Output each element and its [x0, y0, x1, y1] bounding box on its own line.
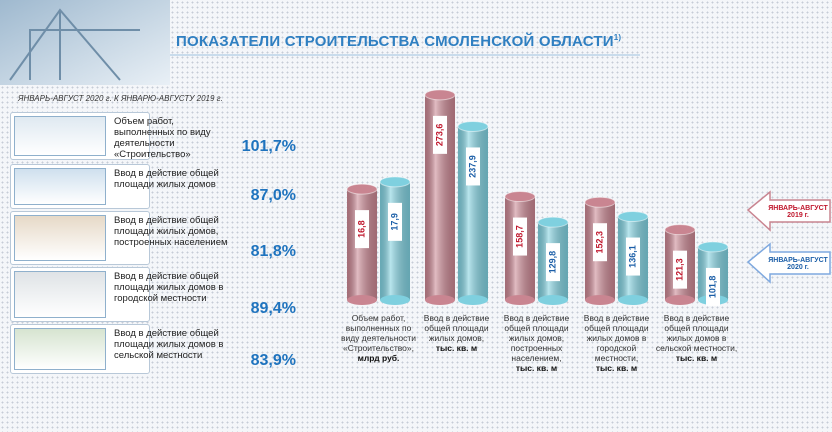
indicator-label: Ввод в действие общей площади жилых домо… — [114, 328, 224, 361]
value-label-box — [626, 237, 640, 276]
bar-top — [457, 120, 489, 132]
bar-bottom — [347, 295, 377, 305]
indicator-row: Ввод в действие общей площади жилых домо… — [10, 164, 300, 209]
category-label: Объем работ, выполненных по виду деятель… — [338, 313, 420, 363]
value-label: 273,6 — [434, 124, 444, 147]
legend-label: ЯНВАРЬ-АВГУСТ 2019 г. — [768, 205, 828, 219]
category-label: Ввод в действие общей площади жилых домо… — [416, 313, 498, 353]
value-label-box — [355, 210, 369, 249]
indicator-value: 83,9% — [250, 352, 296, 369]
indicator-label: Ввод в действие общей площади жилых домо… — [114, 215, 228, 248]
value-label-box — [706, 267, 720, 306]
bar-top — [617, 211, 649, 223]
value-label: 136,1 — [627, 245, 637, 268]
value-label: 101,8 — [707, 276, 717, 299]
value-label-box — [466, 147, 480, 186]
value-label: 16,8 — [356, 220, 366, 238]
category-text: Ввод в действие общей площади жилых домо… — [583, 313, 650, 363]
value-label-box — [546, 243, 560, 282]
bar-bottom — [665, 295, 695, 305]
bar-top — [504, 191, 536, 203]
indicator-image — [14, 271, 106, 318]
category-unit: тыс. кв. м — [675, 353, 718, 363]
value-label-box — [593, 223, 607, 262]
indicator-value: 101,7% — [241, 138, 296, 155]
category-unit: тыс. кв. м — [515, 363, 558, 373]
category-text: Ввод в действие общей площади жилых домо… — [503, 313, 570, 363]
bar-bottom — [380, 295, 410, 305]
bar-bottom — [585, 295, 615, 305]
category-text: Ввод в действие общей площади жилых домо… — [655, 313, 738, 353]
bar-bottom — [618, 295, 648, 305]
value-label: 237,9 — [467, 155, 477, 178]
bar-top — [346, 183, 378, 195]
indicator-value: 81,8% — [250, 243, 296, 260]
header-image — [0, 0, 170, 85]
bar-top — [584, 196, 616, 208]
category-unit: млрд руб. — [357, 353, 400, 363]
bar-bottom — [538, 295, 568, 305]
value-label: 158,7 — [514, 225, 524, 248]
value-label: 17,9 — [389, 213, 399, 231]
bar-bottom — [425, 295, 455, 305]
category-text: Объем работ, выполненных по виду деятель… — [340, 313, 417, 353]
bar-top — [697, 241, 729, 253]
value-label-box — [433, 115, 447, 154]
bar-top — [379, 176, 411, 188]
indicator-image — [14, 328, 106, 370]
indicator-image — [14, 168, 106, 205]
indicator-image — [14, 116, 106, 156]
value-label-box — [513, 217, 527, 256]
subtitle: ЯНВАРЬ-АВГУСТ 2020 г. К ЯНВАРЮ-АВГУСТУ 2… — [18, 94, 223, 103]
category-text: Ввод в действие общей площади жилых домо… — [423, 313, 490, 343]
value-label: 129,8 — [547, 251, 557, 274]
legend-arrow — [746, 242, 831, 284]
indicator-value: 87,0% — [250, 187, 296, 204]
indicator-image — [14, 215, 106, 261]
legend-arrow — [746, 190, 831, 232]
category-label: Ввод в действие общей площади жилых домо… — [656, 313, 738, 363]
value-label-box — [388, 202, 402, 241]
indicator-row: Ввод в действие общей площади жилых домо… — [10, 324, 300, 374]
indicator-label: Ввод в действие общей площади жилых домо… — [114, 271, 224, 304]
category-unit: тыс. кв. м — [595, 363, 638, 373]
bar-top — [537, 216, 569, 228]
bar-top — [664, 224, 696, 236]
indicator-row: Объем работ, выполненных по виду деятель… — [10, 112, 300, 160]
bar-bottom — [458, 295, 488, 305]
value-label: 152,3 — [594, 231, 604, 254]
legend-label: ЯНВАРЬ-АВГУСТ 2020 г. — [768, 257, 828, 271]
value-label: 121,3 — [674, 258, 684, 281]
category-unit: тыс. кв. м — [435, 343, 478, 353]
indicator-value: 89,4% — [250, 300, 296, 317]
indicator-row: Ввод в действие общей площади жилых домо… — [10, 267, 300, 322]
value-label-box — [673, 250, 687, 289]
bar-top — [424, 89, 456, 101]
indicator-label: Ввод в действие общей площади жилых домо… — [114, 168, 219, 190]
title: ПОКАЗАТЕЛИ СТРОИТЕЛЬСТВА СМОЛЕНСКОЙ ОБЛА… — [176, 33, 622, 50]
category-label: Ввод в действие общей площади жилых домо… — [496, 313, 578, 373]
bar-shine — [380, 181, 410, 300]
bar-bottom — [505, 295, 535, 305]
indicator-label: Объем работ, выполненных по виду деятель… — [114, 116, 211, 160]
category-label: Ввод в действие общей площади жилых домо… — [576, 313, 658, 373]
indicator-row: Ввод в действие общей площади жилых домо… — [10, 211, 300, 265]
header-crane — [9, 8, 140, 81]
